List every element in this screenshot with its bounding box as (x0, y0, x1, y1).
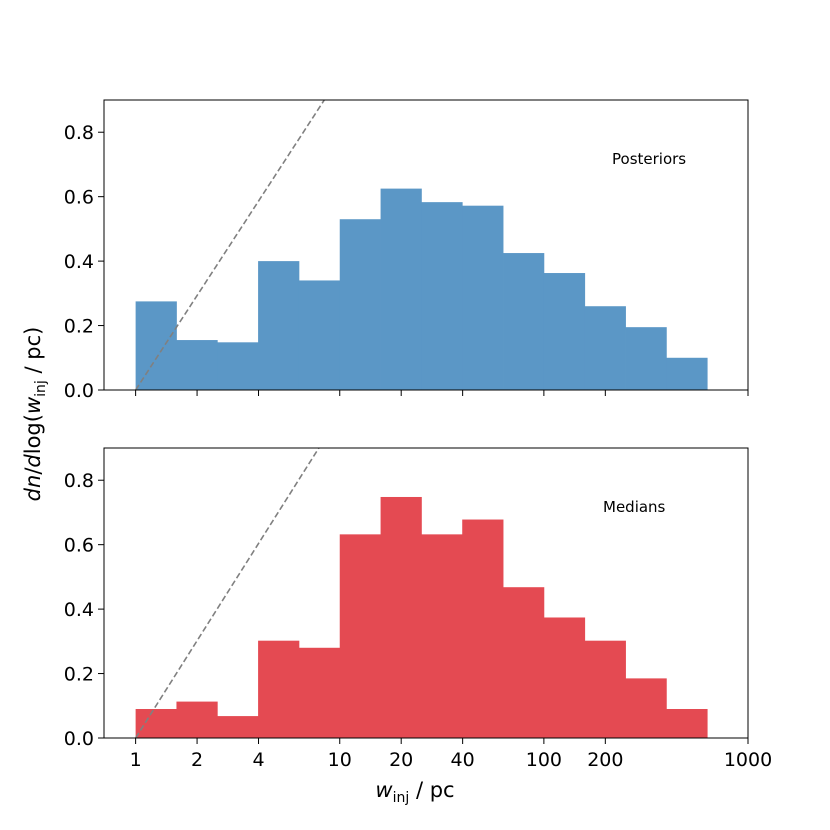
histogram-bar (339, 219, 381, 390)
x-axis-title: winj / pc (375, 778, 454, 806)
x-tick-label: 1000 (724, 749, 772, 771)
medians-annotation: Medians (603, 498, 666, 516)
x-tick-label: 4 (252, 749, 264, 771)
histogram-bar (543, 617, 586, 738)
posteriors-frame (103, 99, 749, 391)
histogram-bar (135, 709, 177, 738)
y-tick-label: 0.2 (64, 316, 94, 338)
histogram-bar (258, 261, 300, 390)
x-tick-label: 20 (389, 749, 413, 771)
y-tick-label: 0.0 (64, 380, 94, 402)
posteriors-panel: 0.0 0.2 0.4 0.6 0.8 Posteriors (64, 99, 749, 402)
histogram-bar (503, 587, 545, 738)
histogram-bar (666, 357, 708, 390)
y-tick-label: 0.6 (64, 187, 94, 209)
medians-bars (135, 496, 708, 738)
x-tick-label: 1 (130, 749, 142, 771)
histogram-bar (135, 301, 177, 390)
y-tick-label: 0.4 (64, 599, 94, 621)
medians-frame (103, 447, 749, 739)
histogram-bar (298, 280, 341, 390)
y-tick-label: 0.0 (64, 728, 94, 750)
medians-x-ticks: 1 2 4 10 20 40 100 200 1000 (130, 738, 772, 771)
x-tick-label: 2 (191, 749, 203, 771)
y-tick-label: 0.4 (64, 251, 94, 273)
posteriors-y-ticks: 0.0 0.2 0.4 0.6 0.8 (64, 122, 104, 402)
histogram-bar (217, 716, 259, 738)
posteriors-x-ticks (135, 390, 749, 396)
y-axis-title: dn/dlog(winj / pc) (21, 327, 49, 502)
histogram-bar (625, 678, 667, 738)
histogram-bar (462, 205, 504, 390)
x-tick-label: 200 (587, 749, 623, 771)
y-tick-label: 0.8 (64, 122, 94, 144)
medians-reference-line-group (134, 448, 320, 738)
posteriors-reference-line-group (134, 100, 325, 390)
histogram-bar (543, 273, 586, 390)
histogram-bar (625, 327, 667, 390)
y-tick-label: 0.2 (64, 664, 94, 686)
histogram-bar (176, 701, 218, 738)
histogram-bar (258, 640, 300, 738)
reference-dashed-line (134, 100, 325, 390)
histogram-bar (421, 202, 463, 390)
reference-dashed-line (134, 448, 320, 738)
histogram-bar (380, 188, 422, 390)
x-tick-label: 100 (526, 749, 562, 771)
histogram-bar (298, 647, 341, 738)
histogram-bar (176, 340, 218, 390)
x-tick-label: 40 (451, 749, 475, 771)
medians-panel: 0.0 0.2 0.4 0.6 0.8 1 2 4 10 20 40 100 200 1000 Medi… (64, 447, 772, 771)
histogram-bar (584, 640, 626, 738)
y-tick-label: 0.6 (64, 535, 94, 557)
histogram-bar (421, 534, 463, 738)
posteriors-bars (135, 188, 708, 390)
x-tick-label: 10 (328, 749, 352, 771)
histogram-bar (503, 253, 545, 390)
medians-y-ticks: 0.0 0.2 0.4 0.6 0.8 (64, 470, 104, 750)
histogram-bar (339, 534, 381, 738)
posteriors-annotation: Posteriors (612, 150, 686, 168)
histogram-bar (462, 519, 504, 738)
histogram-bar (584, 306, 626, 390)
y-tick-label: 0.8 (64, 470, 94, 492)
histogram-bar (666, 709, 708, 738)
histogram-bar (217, 342, 259, 390)
histogram-bar (380, 496, 422, 738)
